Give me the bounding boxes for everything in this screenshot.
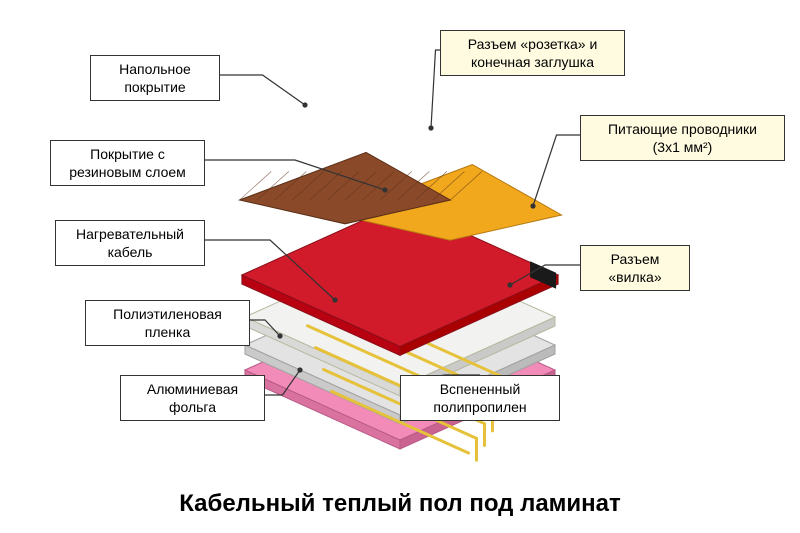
- label-l_film: Полиэтиленовая пленка: [85, 300, 250, 346]
- label-l_socket: Разъем «розетка» и конечная заглушка: [440, 30, 625, 76]
- label-l_floor: Напольное покрытие: [90, 55, 220, 101]
- label-l_cable: Нагревательный кабель: [55, 220, 205, 266]
- diagram-title: Кабельный теплый пол под ламинат: [0, 490, 800, 518]
- label-l_foam: Вспененный полипропилен: [400, 375, 560, 421]
- diagram-stage: Напольное покрытие Разъем «розетка» и кон…: [0, 0, 800, 533]
- label-l_power: Питающие проводники (3х1 мм²): [580, 115, 785, 161]
- label-l_plug: Разъем «вилка»: [580, 245, 690, 291]
- label-l_foil: Алюминиевая фольга: [120, 375, 265, 421]
- label-l_rubber: Покрытие с резиновым слоем: [50, 140, 205, 186]
